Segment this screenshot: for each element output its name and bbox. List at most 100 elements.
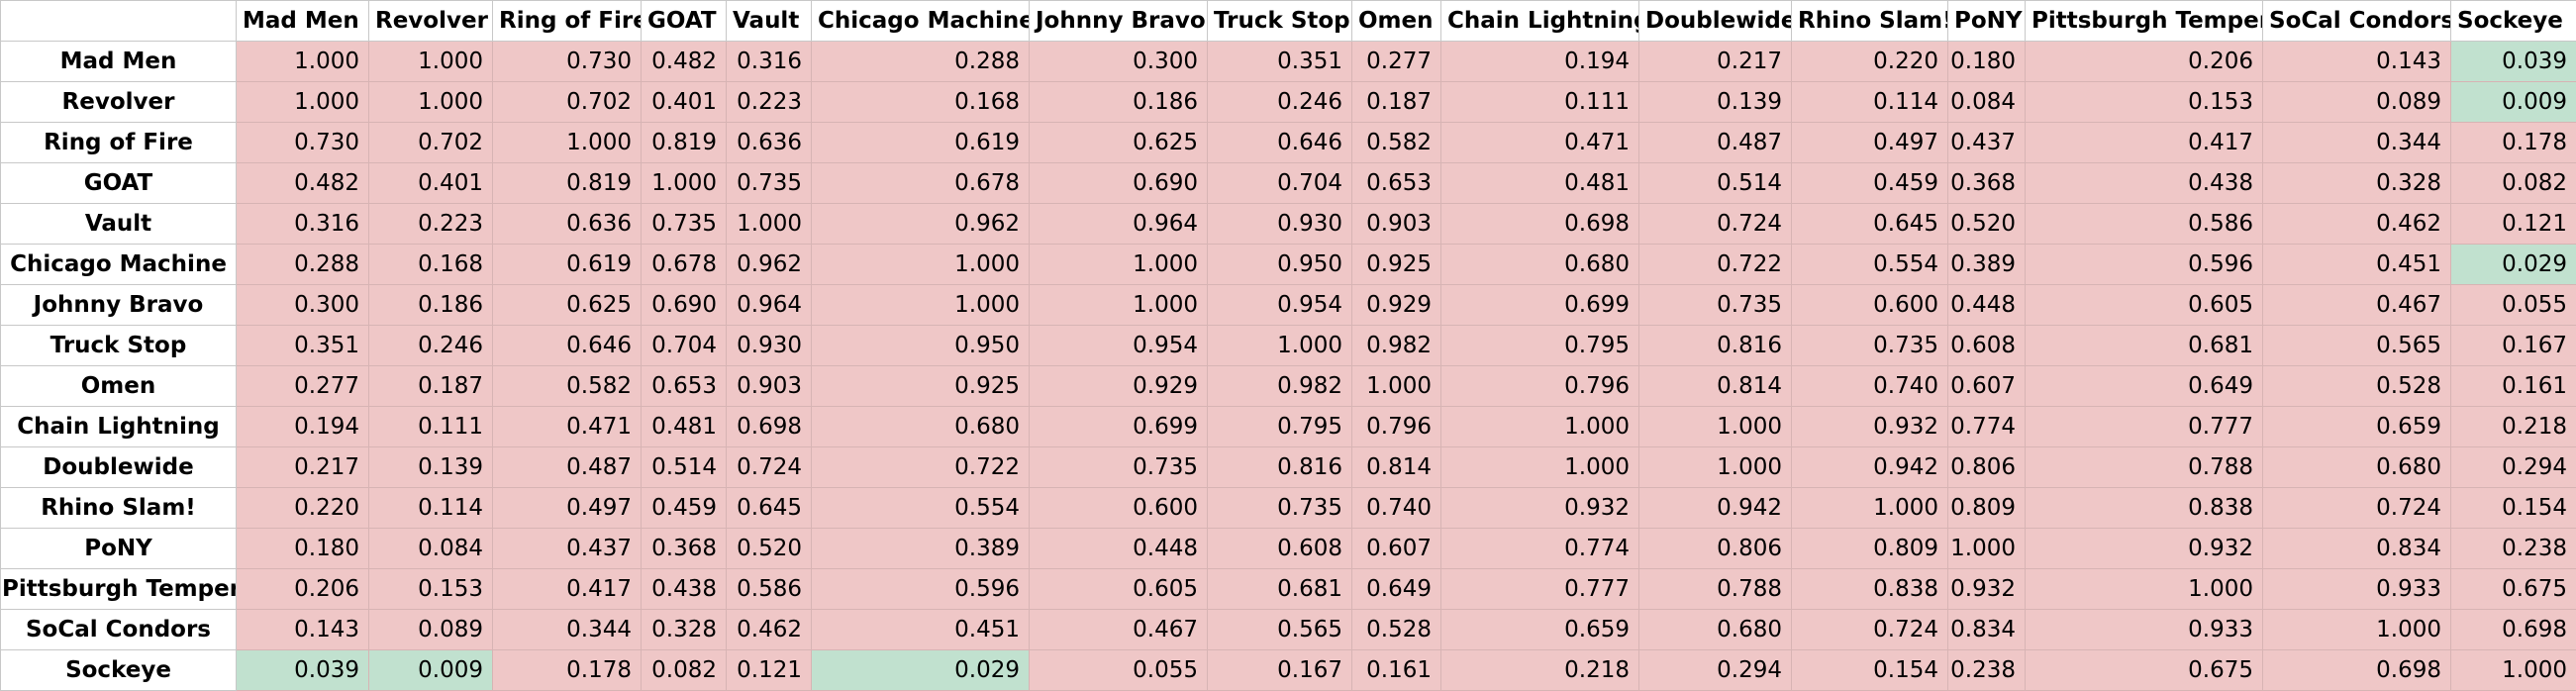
matrix-cell[interactable]: 0.645 — [727, 488, 812, 529]
matrix-cell[interactable]: 0.925 — [812, 366, 1030, 407]
matrix-cell[interactable]: 0.009 — [2451, 82, 2576, 123]
matrix-cell[interactable]: 0.704 — [642, 326, 727, 366]
matrix-cell[interactable]: 0.401 — [369, 163, 493, 204]
column-header[interactable]: Omen — [1352, 1, 1441, 42]
matrix-cell[interactable]: 0.168 — [812, 82, 1030, 123]
matrix-cell[interactable]: 0.722 — [812, 447, 1030, 488]
matrix-cell[interactable]: 0.819 — [642, 123, 727, 163]
matrix-cell[interactable]: 0.220 — [1792, 42, 1948, 82]
matrix-cell[interactable]: 0.153 — [369, 569, 493, 610]
matrix-cell[interactable]: 0.681 — [2026, 326, 2263, 366]
matrix-cell[interactable]: 0.730 — [237, 123, 369, 163]
matrix-cell[interactable]: 1.000 — [812, 245, 1030, 285]
matrix-cell[interactable]: 0.497 — [493, 488, 642, 529]
matrix-cell[interactable]: 0.300 — [1030, 42, 1208, 82]
row-header[interactable]: Pittsburgh Temper — [1, 569, 237, 610]
matrix-cell[interactable]: 0.186 — [1030, 82, 1208, 123]
matrix-cell[interactable]: 0.417 — [493, 569, 642, 610]
matrix-cell[interactable]: 0.471 — [493, 407, 642, 447]
matrix-cell[interactable]: 0.607 — [1948, 366, 2026, 407]
matrix-cell[interactable]: 0.029 — [812, 650, 1030, 691]
matrix-cell[interactable]: 0.649 — [2026, 366, 2263, 407]
matrix-cell[interactable]: 0.528 — [2263, 366, 2451, 407]
matrix-cell[interactable]: 0.681 — [1208, 569, 1352, 610]
matrix-cell[interactable]: 0.740 — [1792, 366, 1948, 407]
matrix-cell[interactable]: 0.389 — [1948, 245, 2026, 285]
matrix-cell[interactable]: 0.288 — [812, 42, 1030, 82]
matrix-cell[interactable]: 0.194 — [237, 407, 369, 447]
matrix-cell[interactable]: 0.055 — [2451, 285, 2576, 326]
matrix-cell[interactable]: 0.625 — [1030, 123, 1208, 163]
matrix-cell[interactable]: 0.698 — [2263, 650, 2451, 691]
row-header[interactable]: Chain Lightning — [1, 407, 237, 447]
matrix-cell[interactable]: 0.724 — [727, 447, 812, 488]
matrix-cell[interactable]: 0.730 — [493, 42, 642, 82]
matrix-cell[interactable]: 0.735 — [1208, 488, 1352, 529]
matrix-cell[interactable]: 0.467 — [1030, 610, 1208, 650]
matrix-cell[interactable]: 0.954 — [1208, 285, 1352, 326]
matrix-cell[interactable]: 0.816 — [1639, 326, 1792, 366]
matrix-cell[interactable]: 0.814 — [1639, 366, 1792, 407]
matrix-cell[interactable]: 0.417 — [2026, 123, 2263, 163]
matrix-cell[interactable]: 0.735 — [1639, 285, 1792, 326]
matrix-cell[interactable]: 0.586 — [727, 569, 812, 610]
matrix-cell[interactable]: 0.625 — [493, 285, 642, 326]
matrix-cell[interactable]: 1.000 — [1792, 488, 1948, 529]
matrix-cell[interactable]: 0.121 — [727, 650, 812, 691]
matrix-cell[interactable]: 0.514 — [1639, 163, 1792, 204]
matrix-cell[interactable]: 0.932 — [1441, 488, 1639, 529]
matrix-cell[interactable]: 0.698 — [1441, 204, 1639, 245]
matrix-cell[interactable]: 0.702 — [369, 123, 493, 163]
matrix-cell[interactable]: 0.082 — [642, 650, 727, 691]
matrix-cell[interactable]: 0.300 — [237, 285, 369, 326]
matrix-cell[interactable]: 0.238 — [1948, 650, 2026, 691]
matrix-cell[interactable]: 0.294 — [2451, 447, 2576, 488]
matrix-cell[interactable]: 0.487 — [1639, 123, 1792, 163]
matrix-cell[interactable]: 0.680 — [2263, 447, 2451, 488]
matrix-cell[interactable]: 1.000 — [727, 204, 812, 245]
matrix-cell[interactable]: 0.777 — [1441, 569, 1639, 610]
matrix-cell[interactable]: 0.702 — [493, 82, 642, 123]
matrix-cell[interactable]: 0.220 — [237, 488, 369, 529]
matrix-cell[interactable]: 0.735 — [1792, 326, 1948, 366]
matrix-cell[interactable]: 0.039 — [2451, 42, 2576, 82]
matrix-cell[interactable]: 0.111 — [1441, 82, 1639, 123]
matrix-cell[interactable]: 0.168 — [369, 245, 493, 285]
matrix-cell[interactable]: 0.316 — [727, 42, 812, 82]
matrix-cell[interactable]: 0.520 — [1948, 204, 2026, 245]
matrix-cell[interactable]: 0.600 — [1792, 285, 1948, 326]
matrix-cell[interactable]: 0.462 — [727, 610, 812, 650]
matrix-cell[interactable]: 0.514 — [642, 447, 727, 488]
matrix-cell[interactable]: 0.218 — [2451, 407, 2576, 447]
column-header[interactable]: Truck Stop — [1208, 1, 1352, 42]
matrix-cell[interactable]: 0.678 — [642, 245, 727, 285]
row-header[interactable]: Doublewide — [1, 447, 237, 488]
matrix-cell[interactable]: 0.964 — [727, 285, 812, 326]
column-header[interactable]: PoNY — [1948, 1, 2026, 42]
matrix-cell[interactable]: 1.000 — [2026, 569, 2263, 610]
matrix-cell[interactable]: 0.930 — [1208, 204, 1352, 245]
matrix-cell[interactable]: 0.929 — [1030, 366, 1208, 407]
matrix-cell[interactable]: 0.942 — [1639, 488, 1792, 529]
matrix-cell[interactable]: 0.735 — [1030, 447, 1208, 488]
matrix-cell[interactable]: 0.796 — [1352, 407, 1441, 447]
matrix-cell[interactable]: 1.000 — [2451, 650, 2576, 691]
row-header[interactable]: Vault — [1, 204, 237, 245]
matrix-cell[interactable]: 1.000 — [369, 42, 493, 82]
column-header[interactable]: Pittsburgh Temper — [2026, 1, 2263, 42]
matrix-cell[interactable]: 0.649 — [1352, 569, 1441, 610]
matrix-cell[interactable]: 0.161 — [1352, 650, 1441, 691]
matrix-cell[interactable]: 0.277 — [237, 366, 369, 407]
matrix-cell[interactable]: 0.161 — [2451, 366, 2576, 407]
column-header[interactable]: Chain Lightning — [1441, 1, 1639, 42]
matrix-cell[interactable]: 0.698 — [2451, 610, 2576, 650]
matrix-cell[interactable]: 0.139 — [1639, 82, 1792, 123]
matrix-cell[interactable]: 0.659 — [1441, 610, 1639, 650]
matrix-cell[interactable]: 0.933 — [2263, 569, 2451, 610]
row-header[interactable]: Rhino Slam! — [1, 488, 237, 529]
matrix-cell[interactable]: 0.487 — [493, 447, 642, 488]
matrix-cell[interactable]: 0.653 — [642, 366, 727, 407]
matrix-cell[interactable]: 0.788 — [2026, 447, 2263, 488]
row-header[interactable]: PoNY — [1, 529, 237, 569]
matrix-cell[interactable]: 0.777 — [2026, 407, 2263, 447]
